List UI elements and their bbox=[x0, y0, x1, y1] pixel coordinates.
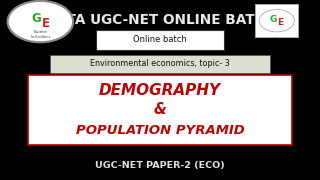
Text: UGC-NET PAPER-2 (ECO): UGC-NET PAPER-2 (ECO) bbox=[95, 161, 225, 170]
Text: E: E bbox=[42, 17, 50, 30]
FancyBboxPatch shape bbox=[50, 55, 270, 73]
Text: DEMOGRAPHY: DEMOGRAPHY bbox=[99, 83, 221, 98]
FancyBboxPatch shape bbox=[255, 4, 298, 37]
Text: Online batch: Online batch bbox=[133, 35, 187, 44]
Text: G: G bbox=[31, 12, 41, 25]
Text: POPULATION PYRAMID: POPULATION PYRAMID bbox=[76, 124, 244, 137]
Text: Education
for Excellence: Education for Excellence bbox=[31, 30, 50, 39]
Text: E: E bbox=[277, 18, 283, 27]
Text: &: & bbox=[154, 102, 166, 117]
Text: NTA UGC-NET ONLINE BATCH: NTA UGC-NET ONLINE BATCH bbox=[55, 13, 276, 27]
Text: Environmental economics, topic- 3: Environmental economics, topic- 3 bbox=[90, 59, 230, 68]
Text: G: G bbox=[270, 15, 277, 24]
FancyBboxPatch shape bbox=[28, 75, 292, 145]
Circle shape bbox=[8, 1, 73, 42]
FancyBboxPatch shape bbox=[96, 30, 224, 50]
Circle shape bbox=[259, 10, 294, 32]
